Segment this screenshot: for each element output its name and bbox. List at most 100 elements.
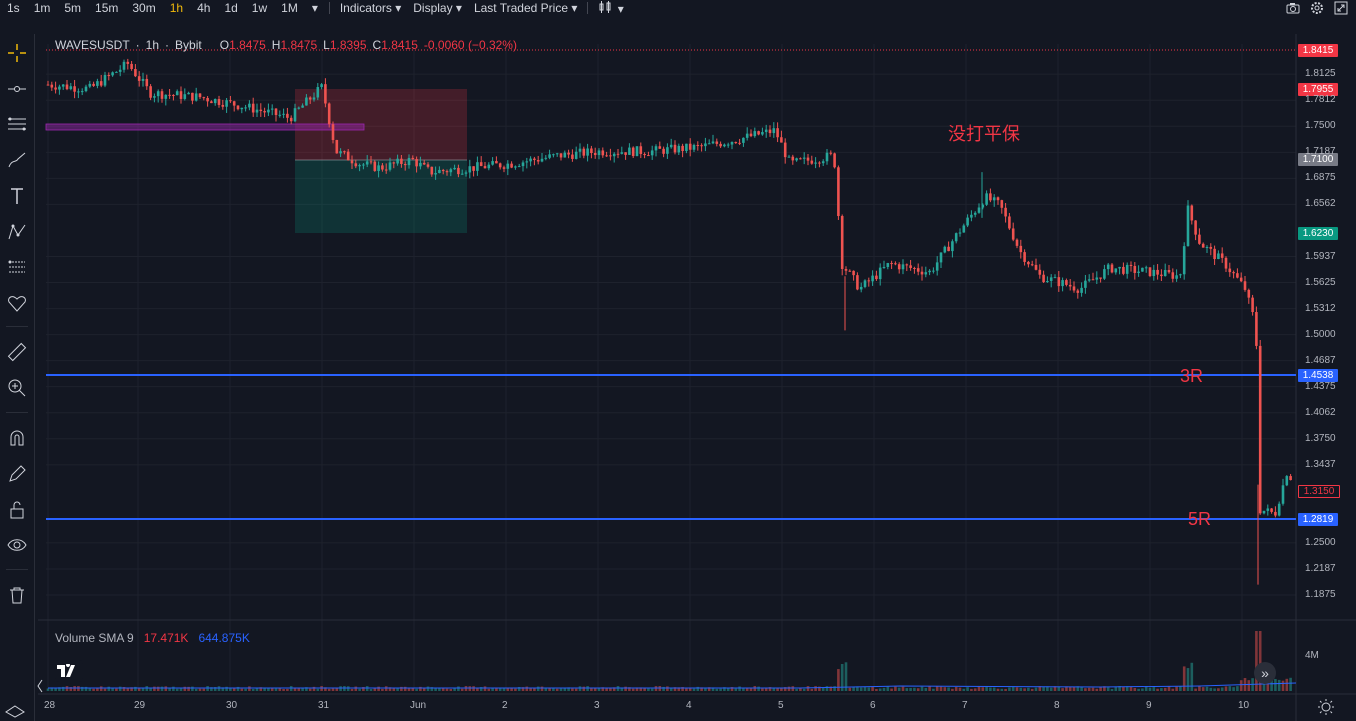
annotation-note[interactable]: 没打平保 <box>948 124 1020 144</box>
fib-tool[interactable] <box>4 111 30 137</box>
volume-label[interactable]: Volume SMA 9 <box>55 631 134 645</box>
candle-body <box>354 163 358 167</box>
timeframe-30m[interactable]: 30m <box>132 1 156 15</box>
magnet-tool[interactable] <box>4 425 30 451</box>
timeframe-dropdown-icon[interactable]: ▾ <box>311 1 318 15</box>
symbol-name[interactable]: WAVESUSDT <box>55 38 130 52</box>
volume-bar <box>897 687 901 691</box>
timeframe-1m[interactable]: 1m <box>33 1 51 15</box>
candle-body <box>331 124 335 140</box>
visibility-tool[interactable] <box>4 532 30 558</box>
candle-body <box>681 145 684 152</box>
brush-tool[interactable] <box>4 147 30 173</box>
timeframe-15m[interactable]: 15m <box>95 1 119 15</box>
volume-bar <box>1224 686 1228 691</box>
open-value: 1.8475 <box>229 38 266 52</box>
candle-body <box>122 61 126 70</box>
candle-body <box>141 78 145 81</box>
ruler-icon <box>7 342 27 362</box>
zoom-tool[interactable] <box>4 375 30 401</box>
volume-bar <box>650 688 654 691</box>
fullscreen-icon[interactable] <box>1334 1 1348 15</box>
volume-bar <box>620 687 624 691</box>
delete-tool[interactable] <box>4 582 30 608</box>
timeframe-1s[interactable]: 1s <box>7 1 20 15</box>
candle-body <box>928 270 931 273</box>
price-tick-label: 1.7500 <box>1305 120 1336 132</box>
volume-bar <box>601 687 605 691</box>
candle-body <box>297 107 301 109</box>
volume-bar <box>582 686 586 691</box>
volume-bar <box>1019 687 1023 691</box>
candle-body <box>1076 290 1080 293</box>
candle-body <box>719 143 722 147</box>
candle-body <box>848 270 852 272</box>
volume-bar <box>263 688 266 691</box>
candle-body <box>278 114 282 116</box>
tradingview-logo[interactable] <box>55 660 83 682</box>
drawing-mode-tool[interactable] <box>4 461 30 487</box>
candle-body <box>875 275 878 280</box>
volume-bar <box>153 686 156 691</box>
volume-bar <box>848 687 852 691</box>
volume-bar <box>411 687 415 691</box>
timeframe-1M[interactable]: 1M <box>281 1 298 15</box>
timeframe-1w[interactable]: 1w <box>251 1 268 15</box>
volume-bar <box>943 687 947 691</box>
timeframe-1h[interactable]: 1h <box>169 1 184 15</box>
timeframe-list: 1s 1m 5m 15m 30m 1h 4h 1d 1w 1M ▾ <box>0 1 325 15</box>
price-tick-label: 1.6875 <box>1305 172 1336 184</box>
candle-body <box>821 161 825 164</box>
price-chart[interactable] <box>38 34 1356 721</box>
volume-bar <box>643 687 646 691</box>
volume-bar <box>829 686 833 691</box>
fib-icon <box>8 117 26 131</box>
timeframe-5m[interactable]: 5m <box>64 1 82 15</box>
candle-body <box>289 117 293 122</box>
volume-bar <box>160 686 164 691</box>
layers-icon[interactable] <box>4 704 26 718</box>
gear-icon[interactable] <box>1310 1 1324 15</box>
chart-type-button[interactable]: ▾ <box>592 0 629 16</box>
candle-body <box>662 148 665 154</box>
prediction-tool[interactable] <box>4 254 30 280</box>
candle-body <box>1160 274 1163 277</box>
volume-bar <box>871 686 874 691</box>
text-tool[interactable] <box>4 183 30 209</box>
scroll-to-realtime-button[interactable]: » <box>1254 662 1276 684</box>
date-tick-label: 31 <box>318 700 330 711</box>
favorites-tool[interactable] <box>4 290 30 316</box>
volume-bar <box>274 688 278 691</box>
volume-bar <box>259 687 263 691</box>
lock-tool[interactable] <box>4 497 30 523</box>
crosshair-tool[interactable] <box>4 40 30 66</box>
measure-tool[interactable] <box>4 339 30 365</box>
volume-bar <box>381 688 384 691</box>
indicators-button[interactable]: Indicators ▾ <box>339 1 402 15</box>
volume-bar <box>1129 686 1133 691</box>
volume-bar <box>445 688 449 691</box>
candle-body <box>191 92 194 101</box>
candle-body <box>1186 205 1190 247</box>
volume-bar <box>111 687 114 691</box>
volume-bar <box>1118 686 1121 691</box>
pattern-tool[interactable] <box>4 219 30 245</box>
display-button[interactable]: Display ▾ <box>413 1 462 15</box>
annotation-3r[interactable]: 3R <box>1180 366 1204 386</box>
candle-body <box>210 101 213 104</box>
volume-bar <box>1289 677 1292 691</box>
settings-sun-icon[interactable] <box>1317 698 1335 716</box>
timeframe-4h[interactable]: 4h <box>197 1 211 15</box>
volume-bar <box>194 688 198 691</box>
price-source-button[interactable]: Last Traded Price ▾ <box>473 1 578 15</box>
volume-bar <box>1076 686 1080 691</box>
candle-body <box>878 267 882 280</box>
camera-icon[interactable] <box>1286 2 1300 14</box>
annotation-5r[interactable]: 5R <box>1188 509 1212 529</box>
volume-bar <box>122 687 126 691</box>
candle-body <box>795 158 798 161</box>
line-tool[interactable] <box>4 76 30 102</box>
timeframe-1d[interactable]: 1d <box>224 1 238 15</box>
collapse-left-icon[interactable] <box>36 678 44 694</box>
candle-body <box>567 152 570 155</box>
